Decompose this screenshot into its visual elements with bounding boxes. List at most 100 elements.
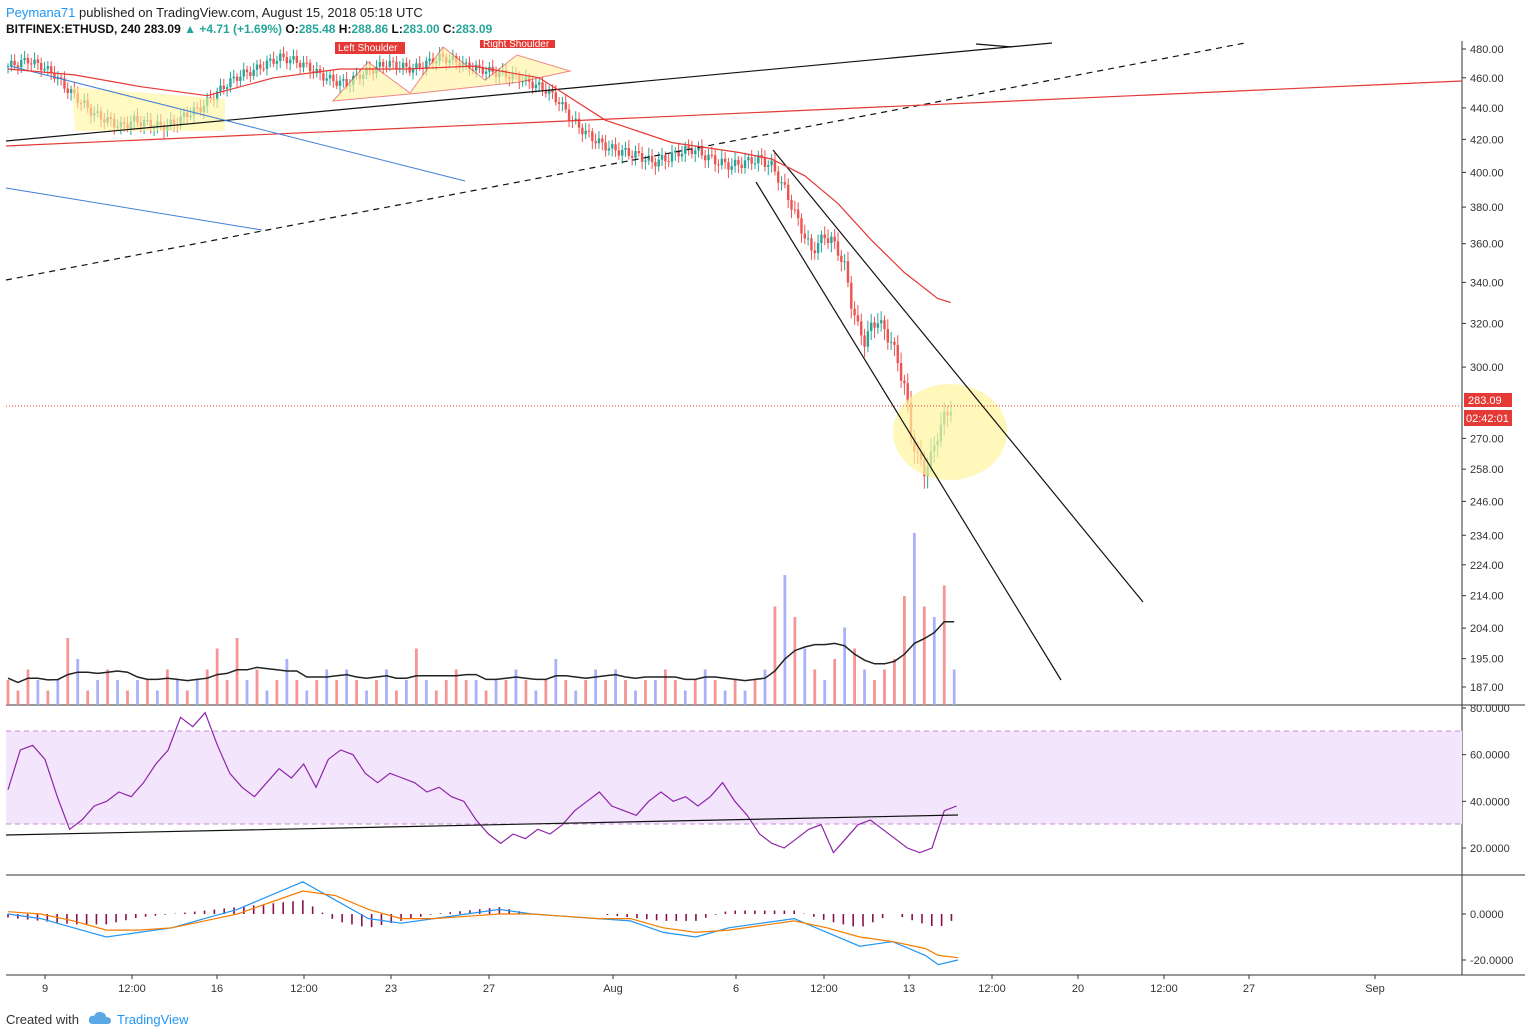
candle-body	[298, 62, 302, 68]
signal-line	[7, 890, 959, 959]
macd-axis[interactable]: 0.0000 -20.0000	[1462, 909, 1513, 967]
candle-body	[322, 73, 325, 81]
price-tick-label: 380.00	[1470, 202, 1504, 214]
volume-bar	[644, 680, 647, 705]
tradingview-cloud-icon[interactable]	[88, 1010, 112, 1026]
candle-body	[607, 148, 611, 151]
volume-bar	[912, 533, 916, 705]
candle-body	[876, 323, 880, 328]
red-support-line[interactable]	[5, 80, 1463, 147]
volume-bar	[514, 669, 518, 705]
head-shoulders-highlight	[331, 46, 572, 102]
chart-header: Peymana71 published on TradingView.com, …	[0, 0, 1525, 40]
candle-body	[879, 320, 883, 324]
candle-body	[787, 184, 790, 200]
volume-bar	[265, 690, 269, 705]
time-tick-label: 27	[1243, 983, 1255, 995]
volume-bar	[524, 680, 528, 705]
candle-body	[790, 199, 793, 210]
rsi-axis[interactable]: 80.0000 60.0000 40.0000 20.0000	[1462, 703, 1510, 855]
volume-bar	[833, 659, 837, 705]
candle-body	[269, 58, 272, 61]
time-tick-label: 27	[483, 983, 495, 995]
time-axis[interactable]: 9 12:00 16 12:00 23 27 Aug 6 12:00 13 12:00 20 12:00…	[42, 975, 1385, 995]
candle-body	[810, 238, 813, 251]
price-tick-label: 400.00	[1470, 167, 1504, 179]
candle-body	[840, 255, 843, 262]
volume-bar	[703, 669, 707, 705]
volume-bar	[106, 669, 109, 705]
rsi-band	[6, 731, 1462, 824]
right-shoulder-label-bg	[480, 40, 555, 48]
candle-body	[411, 68, 415, 73]
candle-body	[63, 78, 66, 89]
candle-body	[757, 155, 760, 164]
time-tick-label: 12:00	[290, 983, 318, 995]
price-change: +4.71 (+1.69%)	[199, 22, 283, 36]
up-arrow-icon: ▲	[184, 22, 196, 36]
dashed-trendline[interactable]	[5, 42, 1246, 281]
candle-body	[282, 53, 285, 58]
author-link[interactable]: Peymana71	[6, 5, 76, 20]
volume-bar	[146, 680, 149, 705]
candle-body	[222, 85, 225, 90]
candle-body	[591, 131, 594, 142]
candle-body	[6, 66, 10, 68]
volume-bar	[783, 575, 787, 705]
candle-body	[587, 130, 591, 132]
volume-bar	[743, 690, 747, 705]
candle-body	[401, 62, 405, 69]
blue-line-2[interactable]	[5, 187, 263, 231]
candle-body	[617, 150, 621, 156]
candle-body	[700, 147, 704, 156]
neckline-long[interactable]	[5, 42, 1053, 142]
candle-body	[717, 164, 720, 166]
candle-body	[899, 363, 903, 381]
volume-bar	[375, 680, 378, 705]
candle-body	[30, 63, 33, 65]
volume-bar	[853, 648, 856, 705]
blue-line-1[interactable]	[9, 65, 466, 182]
candle-body	[26, 57, 30, 64]
volume-bar	[873, 680, 876, 705]
channel-upper[interactable]	[772, 149, 1144, 603]
candle-body	[59, 76, 63, 79]
volume-bar	[414, 648, 418, 705]
price-tick-label: 440.00	[1470, 103, 1504, 115]
candle-body	[753, 163, 757, 165]
candle-body	[640, 152, 644, 162]
candle-body	[328, 74, 332, 79]
candle-body	[783, 182, 787, 185]
chart-canvas[interactable]: Left Shoulder Right Shoulder 480.00 460.0…	[0, 0, 1525, 1004]
rsi-trendline[interactable]	[5, 814, 959, 836]
candle-body	[342, 79, 345, 81]
volume-bar	[683, 690, 687, 705]
candle-body	[345, 79, 348, 87]
volume-bar	[225, 680, 229, 705]
volume-bar	[863, 669, 866, 705]
time-tick-label: Aug	[603, 983, 623, 995]
high-label: H:	[338, 22, 352, 36]
candle-body	[873, 322, 876, 328]
price-axis[interactable]: 480.00 460.00 440.00 420.00 400.00 380.00 360.…	[1462, 44, 1504, 694]
time-tick-label: 6	[733, 983, 739, 995]
candle-body	[391, 61, 395, 63]
candle-body	[405, 62, 408, 67]
candle-body	[325, 78, 328, 81]
candle-body	[833, 236, 836, 242]
volume-bar	[574, 690, 578, 705]
candle-body	[727, 162, 730, 170]
volume-bar	[763, 669, 767, 705]
volume-bar	[245, 680, 249, 705]
channel-lower[interactable]	[755, 181, 1062, 681]
candle-body	[36, 59, 40, 63]
candle-body	[232, 76, 235, 79]
candle-body	[577, 118, 581, 128]
tradingview-brand-link[interactable]: TradingView	[117, 1012, 189, 1027]
countdown-badge-text: 02:42:01	[1466, 413, 1509, 425]
volume-bar	[255, 669, 259, 705]
candle-body	[627, 148, 631, 156]
candle-body	[853, 308, 856, 316]
time-tick-label: 12:00	[1150, 983, 1178, 995]
price-tick-label: 258.00	[1470, 464, 1504, 476]
